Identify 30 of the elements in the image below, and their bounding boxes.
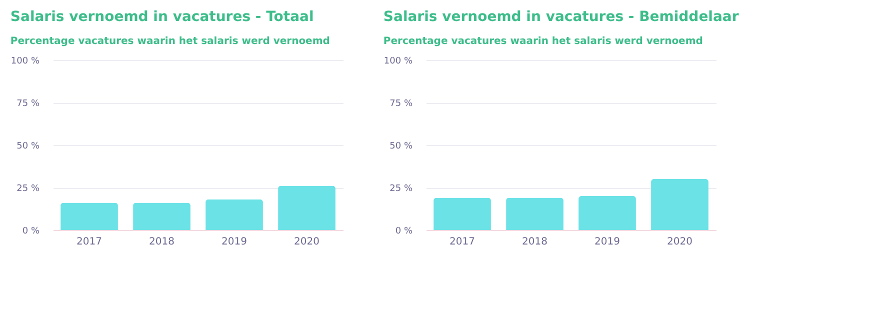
x-tick-label: 2019: [222, 236, 247, 248]
y-tick-label: 50 %: [390, 142, 413, 152]
x-tick-label: 2018: [149, 236, 174, 248]
y-tick-label: 0 %: [22, 226, 40, 236]
chart-subtitle: Percentage vacatures waarin het salaris werd vernoemd: [383, 36, 703, 47]
bar: [651, 179, 708, 230]
bar: [578, 196, 636, 230]
y-tick-label: 0 %: [395, 226, 413, 236]
chart-title: Salaris vernoemd in vacatures - Bemiddelaar: [383, 9, 739, 25]
y-tick-label: 75 %: [16, 99, 40, 109]
x-tick-label: 2018: [522, 236, 548, 248]
bar: [434, 198, 491, 230]
x-tick-label: 2017: [76, 236, 102, 248]
y-tick-label: 100 %: [10, 56, 40, 66]
x-tick-label: 2020: [294, 236, 320, 248]
chart-title: Salaris vernoemd in vacatures - Totaal: [10, 9, 314, 25]
y-tick-label: 50 %: [16, 142, 40, 152]
bar: [60, 202, 118, 230]
bar: [206, 199, 263, 230]
x-tick-label: 2017: [450, 236, 475, 248]
x-tick-label: 2020: [667, 236, 692, 248]
x-tick-label: 2019: [594, 236, 620, 248]
y-tick-label: 75 %: [390, 99, 413, 109]
y-tick-label: 100 %: [384, 56, 413, 66]
chart-subtitle: Percentage vacatures waarin het salaris werd vernoemd: [10, 36, 330, 47]
y-tick-label: 25 %: [16, 184, 40, 194]
bar: [278, 186, 336, 230]
bar: [506, 198, 564, 230]
bar: [133, 202, 190, 230]
y-tick-label: 25 %: [390, 184, 413, 194]
